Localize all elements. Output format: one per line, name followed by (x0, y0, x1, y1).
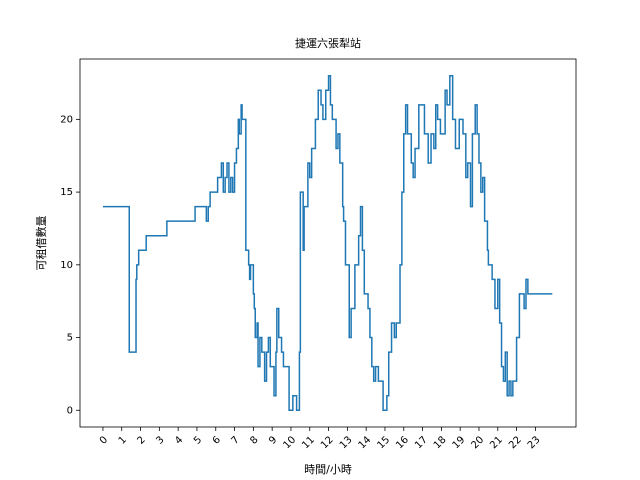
plot-frame (79, 58, 577, 428)
line-series (102, 74, 553, 412)
y-tick-label: 5 (67, 333, 73, 344)
y-tick-label: 0 (67, 405, 73, 416)
chart-title: 捷運六張犁站 (295, 36, 361, 50)
y-tick-label: 15 (60, 187, 73, 198)
y-tick-label: 10 (60, 260, 73, 271)
x-axis-label: 時間/小時 (304, 463, 352, 476)
y-axis-label: 可租借數量 (35, 216, 48, 271)
y-tick-label: 20 (60, 114, 73, 125)
